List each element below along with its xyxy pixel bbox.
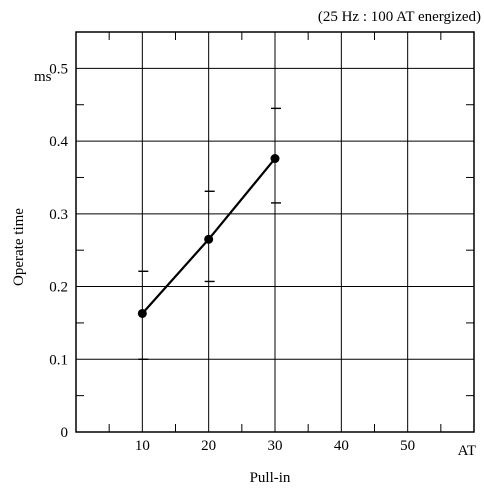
x-tick-label: 20 [201, 438, 216, 454]
x-unit-label: AT [458, 443, 476, 459]
data-point [137, 308, 147, 318]
y-tick-label: 0.4 [49, 134, 68, 150]
data-points [137, 154, 280, 318]
plot-frame [75, 31, 475, 433]
y-unit-label: ms [34, 69, 52, 85]
y-tick-label: 0.2 [49, 280, 68, 296]
y-axis-title: Operate time [11, 208, 27, 286]
chart-annotation: (25 Hz : 100 AT energized) [318, 9, 481, 25]
minor-ticks [76, 32, 474, 432]
data-point [270, 154, 280, 164]
y-tick-labels: 0 0.1 0.2 0.3 0.4 0.5 [49, 61, 68, 441]
x-axis-title: Pull-in [250, 470, 291, 486]
data-point [204, 234, 214, 244]
x-tick-label: 50 [400, 438, 415, 454]
x-tick-labels: 10 20 30 40 50 [135, 438, 415, 454]
y-tick-label: 0.3 [49, 207, 68, 223]
x-tick-label: 40 [334, 438, 349, 454]
y-tick-label: 0 [61, 425, 69, 441]
grid-lines [76, 32, 474, 432]
y-tick-label: 0.1 [49, 352, 68, 368]
error-bars [138, 107, 281, 360]
y-tick-label: 0.5 [49, 61, 68, 77]
x-tick-label: 30 [268, 438, 283, 454]
x-tick-label: 10 [135, 438, 150, 454]
